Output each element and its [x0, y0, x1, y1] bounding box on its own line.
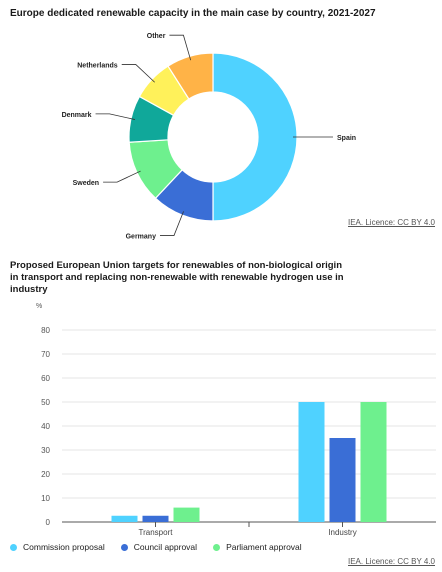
donut-slice-other [167, 52, 214, 100]
chart1-licence-link[interactable]: IEA. Licence: CC BY 4.0 [348, 218, 436, 227]
chart2-title: Proposed European Union targets for rene… [10, 260, 344, 295]
leader-line-sweden [103, 170, 141, 183]
donut-chart: Spain Germany Sweden Denmark Netherlands Othe… [62, 33, 356, 240]
bar-industry-parliament-approval [360, 402, 387, 522]
y-axis-unit: % [36, 303, 42, 310]
y-tick-label: 30 [41, 446, 50, 455]
donut-label-other: Other [147, 33, 166, 40]
y-tick-label: 0 [46, 518, 51, 527]
y-tick-label: 50 [41, 398, 50, 407]
legend-item-parliament: Parliament approval [213, 542, 302, 552]
leader-line-denmark [95, 113, 136, 120]
bar-industry-council-approval [329, 438, 356, 522]
legend-label: Commission proposal [23, 542, 105, 552]
bar-transport-parliament-approval [173, 507, 200, 522]
chart2-legend: Commission proposal Council approval Par… [10, 542, 302, 552]
donut-label-germany: Germany [126, 234, 156, 241]
chart2-licence-link[interactable]: IEA. Licence: CC BY 4.0 [348, 557, 436, 566]
leader-line-other [169, 34, 192, 61]
x-tick-label-industry: Industry [328, 528, 356, 537]
bar-chart: % 0 10 20 30 40 50 60 70 80 Transport Industry [36, 303, 436, 537]
y-tick-label: 40 [41, 422, 50, 431]
donut-slice-spain [212, 52, 298, 222]
x-tick-label-transport: Transport [139, 528, 174, 537]
y-tick-label: 10 [41, 494, 50, 503]
y-tick-label: 60 [41, 374, 50, 383]
legend-item-commission: Commission proposal [10, 542, 105, 552]
bar-transport-council-approval [142, 515, 169, 522]
legend-label: Council approval [133, 542, 198, 552]
leader-line-germany [159, 211, 184, 236]
legend-marker [10, 543, 17, 551]
y-tick-label: 20 [41, 470, 50, 479]
legend-marker [120, 543, 128, 551]
leader-line-netherlands [121, 64, 155, 83]
legend-marker [213, 543, 221, 551]
y-tick-label: 70 [41, 350, 50, 359]
chart1-title: Europe dedicated renewable capacity in t… [10, 8, 376, 19]
bar-industry-commission-proposal [298, 402, 325, 522]
donut-label-spain: Spain [337, 135, 356, 142]
donut-label-sweden: Sweden [73, 180, 99, 187]
donut-label-denmark: Denmark [62, 112, 92, 119]
legend-label: Parliament approval [226, 542, 302, 552]
bar-transport-commission-proposal [111, 515, 138, 522]
y-tick-label: 80 [41, 326, 50, 335]
donut-label-netherlands: Netherlands [77, 62, 118, 69]
legend-item-council: Council approval [120, 542, 198, 552]
